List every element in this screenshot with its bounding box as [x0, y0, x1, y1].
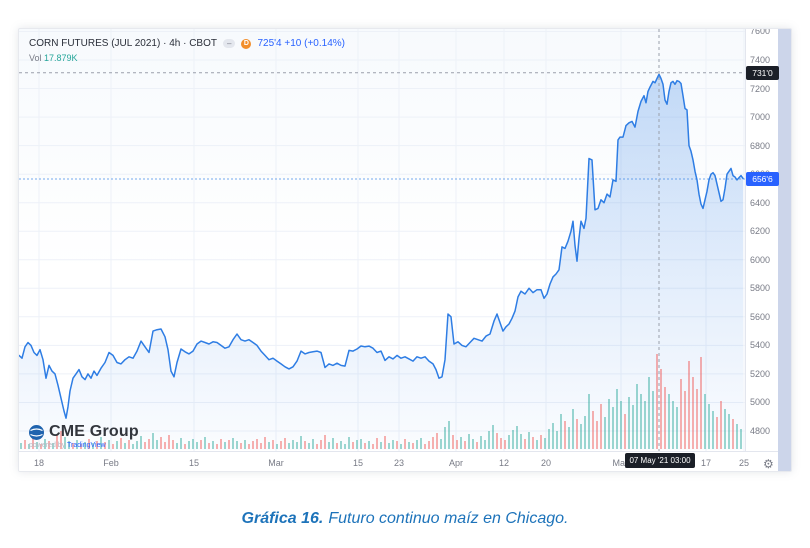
figure-caption: Gráfica 16. Futuro continuo maíz en Chica…	[0, 510, 810, 528]
symbol-title[interactable]: CORN FUTURES (JUL 2021) · 4h · CBOT	[29, 38, 217, 49]
last-price-value: 725'4	[257, 38, 282, 49]
time-tick-label: 20	[540, 458, 551, 468]
time-tick-label: 23	[393, 458, 404, 468]
delayed-data-icon[interactable]: D	[241, 38, 252, 49]
time-tick-label: 18	[33, 458, 44, 468]
tradingview-link[interactable]: TradingView	[67, 442, 106, 449]
caption-number: Gráfica 16.	[241, 510, 324, 527]
price-change: +10 (+0.14%)	[284, 38, 345, 49]
cme-globe-icon	[29, 424, 44, 440]
price-axis[interactable]: 7600740072007000680066006400620060005800…	[745, 28, 779, 471]
price-tick-label: 5400	[750, 340, 771, 351]
time-tick-label: 25	[738, 458, 749, 468]
price-tick-label: 4800	[750, 426, 771, 436]
price-tick-label: 5200	[750, 368, 771, 379]
price-tick-label: 5600	[750, 311, 771, 322]
tradingview-chart-card: 7600740072007000680066006400620060005800…	[18, 28, 792, 472]
time-axis[interactable]: 18 Feb 15 Mar 15 23 Apr 12 20 May 17 25	[19, 451, 778, 471]
collapse-legend-icon[interactable]: –	[223, 39, 236, 48]
last-price-badge: 656'6	[746, 172, 779, 186]
time-tick-label: 15	[188, 458, 199, 468]
price-tick-label: 7200	[750, 83, 771, 94]
price-tick-label: 7400	[750, 55, 771, 65]
cme-watermark[interactable]: CME Group powered by TradingView	[29, 423, 139, 449]
crosshair-time-badge: 07 May '21 03:00	[625, 453, 695, 468]
settings-gear-icon[interactable]: ⚙	[763, 457, 774, 471]
price-tick-label: 6800	[750, 140, 771, 151]
volume-label: Vol	[29, 53, 42, 63]
price-tick-label: 7600	[750, 28, 771, 37]
time-tick-label: Mar	[268, 458, 284, 468]
price-tick-label: 6400	[750, 197, 771, 208]
volume-value: 17.879K	[44, 53, 78, 63]
time-tick-label: May	[612, 458, 630, 468]
powered-by-label: powered by	[29, 442, 66, 449]
price-tick-label: 6000	[750, 254, 771, 265]
time-tick-label: Feb	[103, 458, 119, 468]
price-tick-label: 5000	[750, 397, 771, 408]
time-tick-label: 12	[498, 458, 509, 468]
caption-text: Futuro continuo maíz en Chicago.	[328, 510, 569, 527]
chart-legend: CORN FUTURES (JUL 2021) · 4h · CBOT – D …	[29, 38, 345, 63]
right-edge-strip	[778, 29, 791, 471]
crosshair-price-badge: 731'0	[746, 65, 779, 80]
time-tick-label: Apr	[448, 458, 463, 468]
price-tick-label: 7000	[750, 112, 771, 123]
time-tick-label: 15	[352, 458, 363, 468]
cme-brand: CME Group	[49, 423, 139, 440]
time-tick-label: 17	[700, 458, 711, 468]
price-chart-plot[interactable]	[19, 29, 792, 472]
price-tick-label: 6200	[750, 226, 771, 237]
price-tick-label: 5800	[750, 283, 771, 294]
